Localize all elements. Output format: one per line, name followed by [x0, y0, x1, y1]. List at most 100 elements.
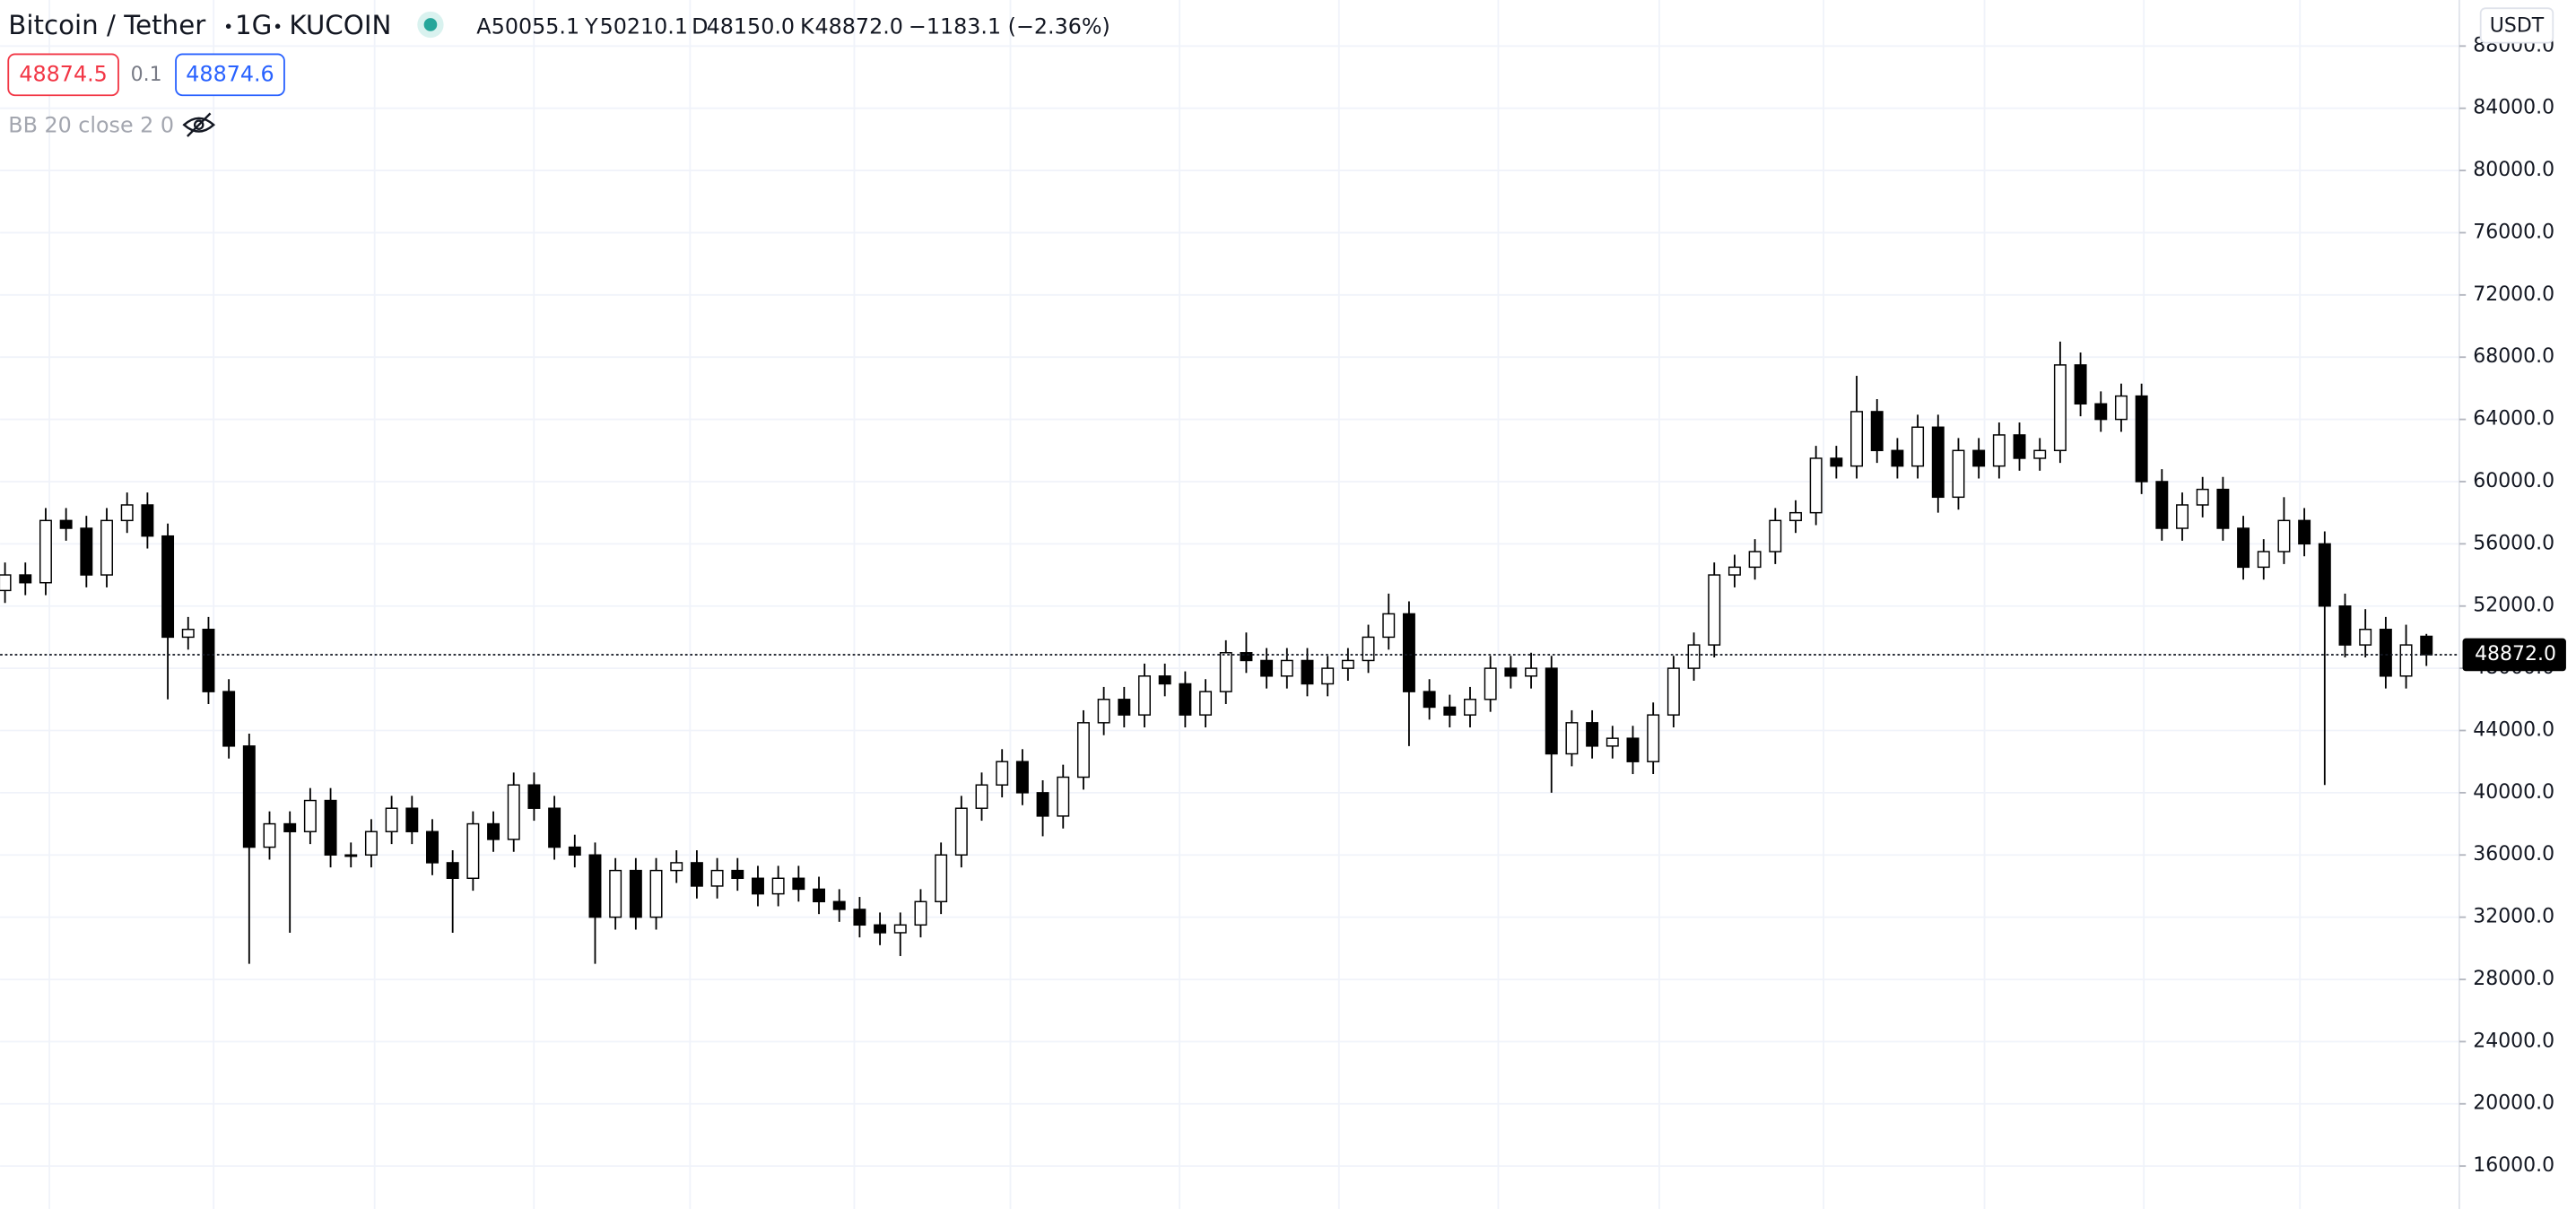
- y-tick-label: 52000.0: [2473, 595, 2554, 617]
- candle-body: [1525, 667, 1538, 677]
- candle-body: [80, 527, 93, 576]
- candle-body: [893, 924, 907, 934]
- candle-body: [1565, 722, 1579, 755]
- y-tick-label: 20000.0: [2473, 1092, 2554, 1115]
- candle-body: [710, 869, 724, 887]
- y-tick-label: 24000.0: [2473, 1030, 2554, 1052]
- y-tick-label: 80000.0: [2473, 159, 2554, 181]
- candle-body: [2399, 644, 2413, 677]
- sell-button[interactable]: [7, 53, 119, 97]
- candle-body: [283, 822, 297, 832]
- y-tick-label: 56000.0: [2473, 532, 2554, 554]
- candle-body: [1727, 566, 1741, 576]
- candles: [0, 341, 2433, 964]
- candle-body: [609, 869, 622, 918]
- candle-body: [2257, 551, 2270, 569]
- candle-body: [853, 909, 866, 926]
- candle-body: [466, 822, 480, 879]
- interval: 1G: [235, 10, 272, 40]
- candle-body: [446, 862, 459, 879]
- ohlc-value: 50210.1: [600, 14, 688, 39]
- candle-body: [426, 831, 439, 864]
- candle-body: [1606, 737, 1619, 747]
- y-tick-label: 76000.0: [2473, 221, 2554, 243]
- horizontal-grid: [0, 45, 2459, 1168]
- candle-body: [507, 784, 520, 840]
- candle-body: [975, 784, 988, 809]
- candle-body: [2216, 488, 2230, 529]
- candle-body: [263, 822, 276, 848]
- candle-body: [792, 877, 805, 891]
- candle-body: [1057, 776, 1070, 817]
- candle-body: [1158, 675, 1171, 685]
- candle-body: [1687, 644, 1701, 669]
- candle-body: [588, 854, 602, 918]
- candle-body: [1464, 699, 1476, 716]
- candle-body: [2277, 519, 2291, 552]
- candle-body: [2135, 395, 2148, 483]
- candle-body: [344, 854, 358, 857]
- candle-body: [141, 504, 154, 537]
- candle-body: [2420, 635, 2433, 656]
- y-tick-label: 32000.0: [2473, 906, 2554, 928]
- y-tick-label: 16000.0: [2473, 1154, 2554, 1177]
- candle-body: [874, 924, 887, 934]
- candle-body: [2338, 605, 2352, 646]
- candle-body: [731, 869, 744, 879]
- ohlc-value: 48150.0: [707, 14, 795, 39]
- candle-body: [527, 784, 541, 809]
- candle-body: [1626, 737, 1640, 762]
- candle-body: [1952, 449, 1965, 499]
- candle-body: [1097, 699, 1110, 724]
- last-price-box: [2462, 638, 2566, 672]
- candle-body: [1788, 511, 1802, 522]
- ohlc-label: D: [692, 14, 708, 39]
- candle-body: [1240, 652, 1253, 662]
- indicator-label: BB 20 close 2 0: [8, 113, 174, 138]
- ohlc-value: 48872.0: [815, 14, 903, 39]
- candle-body: [303, 799, 317, 832]
- ohlc-label: K: [800, 14, 815, 39]
- buy-button[interactable]: [175, 53, 285, 97]
- candle-body: [2237, 527, 2250, 569]
- ohlc-label: Y: [584, 14, 598, 39]
- separator: [225, 23, 231, 30]
- candle-body: [752, 877, 764, 895]
- candle-body: [2155, 481, 2169, 529]
- candle-body: [1484, 667, 1497, 700]
- candle-body: [120, 504, 134, 522]
- candle-body: [19, 574, 32, 584]
- candle-body: [1076, 722, 1090, 778]
- candle-body: [1199, 691, 1213, 716]
- candle-body: [324, 799, 337, 856]
- candle-body: [914, 900, 927, 926]
- candle-body: [161, 535, 175, 639]
- spread: 0.1: [131, 64, 162, 86]
- candle-body: [1301, 659, 1314, 685]
- candle-body: [1809, 457, 1823, 514]
- candle-body: [690, 862, 703, 887]
- y-tick-label: 60000.0: [2473, 470, 2554, 492]
- candle-body: [487, 822, 500, 840]
- change: −1183.1 (−2.36%): [909, 14, 1110, 39]
- y-tick-label: 28000.0: [2473, 968, 2554, 990]
- candle-body: [935, 854, 948, 903]
- candle-body: [2298, 519, 2311, 545]
- candle-body: [100, 519, 113, 576]
- last-price-label: 48872.0: [2475, 643, 2556, 665]
- candle-body: [1423, 691, 1436, 709]
- candle-body: [1830, 457, 1843, 467]
- candle-body: [39, 519, 52, 584]
- currency-button[interactable]: [2479, 7, 2554, 44]
- candle-body: [1118, 699, 1131, 716]
- y-tick-label: 36000.0: [2473, 843, 2554, 865]
- y-tick-label: 40000.0: [2473, 781, 2554, 804]
- ohlc-label: A: [476, 14, 492, 39]
- candle-body: [1443, 706, 1457, 716]
- hide-indicator-icon[interactable]: [182, 112, 215, 137]
- candle-body: [2196, 488, 2209, 506]
- candle-body: [1179, 683, 1192, 716]
- candle-body: [1321, 667, 1335, 685]
- candle-body: [2114, 395, 2128, 421]
